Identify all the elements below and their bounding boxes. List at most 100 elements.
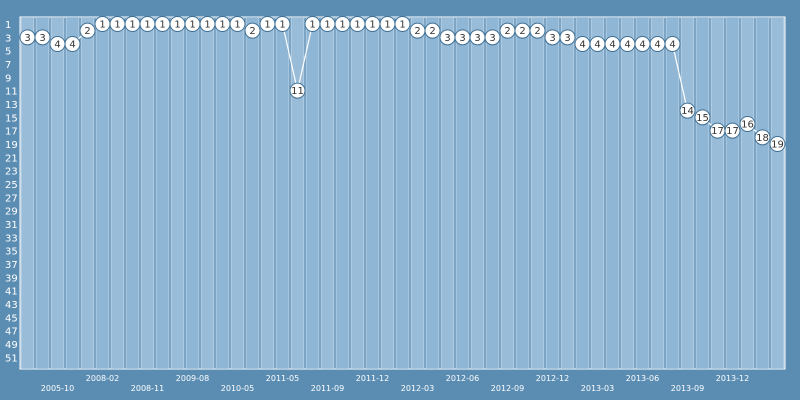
data-label: 1 — [219, 20, 225, 31]
data-label: 4 — [69, 40, 75, 51]
column-band — [575, 16, 590, 370]
column-band — [710, 16, 725, 370]
column-band — [170, 16, 185, 370]
x-tick-label: 2011-05 — [266, 374, 299, 383]
column-band — [290, 16, 305, 370]
data-label: 1 — [159, 20, 165, 31]
column-band — [470, 16, 485, 370]
data-label: 3 — [444, 33, 450, 44]
data-label: 1 — [264, 20, 270, 31]
data-label: 15 — [696, 113, 709, 124]
column-band — [650, 16, 665, 370]
column-band — [560, 16, 575, 370]
column-band — [305, 16, 320, 370]
x-tick-label: 2011-12 — [356, 374, 389, 383]
data-point — [274, 16, 291, 32]
column-band — [485, 16, 500, 370]
data-point — [529, 22, 546, 39]
data-point — [664, 36, 681, 52]
data-point — [754, 129, 771, 146]
data-label: 3 — [24, 33, 30, 44]
data-label: 1 — [189, 20, 195, 31]
column-band — [590, 16, 605, 370]
data-point — [79, 22, 96, 39]
data-label: 3 — [564, 33, 570, 44]
y-tick-label: 23 — [5, 167, 18, 178]
x-tick-label: 2012-03 — [401, 384, 434, 393]
column-band — [20, 16, 35, 370]
column-band — [80, 16, 95, 370]
x-tick-label: 2013-12 — [716, 374, 749, 383]
data-point — [724, 122, 741, 139]
column-band — [410, 16, 425, 370]
data-label: 4 — [594, 40, 600, 51]
column-band — [500, 16, 515, 370]
x-tick-label: 2012-12 — [536, 374, 569, 383]
y-tick-label: 47 — [5, 327, 18, 338]
data-point — [739, 116, 756, 132]
column-band — [200, 16, 215, 370]
data-label: 1 — [204, 20, 210, 31]
data-point — [244, 22, 261, 39]
y-tick-label: 3 — [5, 33, 11, 44]
column-band — [665, 16, 680, 370]
data-label: 11 — [291, 86, 304, 97]
column-band — [740, 16, 755, 370]
data-point — [289, 82, 306, 99]
x-tick-label: 2012-06 — [446, 374, 479, 383]
data-label: 1 — [354, 20, 360, 31]
column-band — [755, 16, 770, 370]
data-label: 1 — [114, 20, 120, 31]
data-point — [679, 102, 696, 119]
column-band — [155, 16, 170, 370]
column-band — [365, 16, 380, 370]
column-band — [620, 16, 635, 370]
x-tick-label: 2008-02 — [86, 374, 119, 383]
data-label: 4 — [624, 40, 630, 51]
column-band — [110, 16, 125, 370]
column-band — [530, 16, 545, 370]
y-tick-label: 11 — [5, 87, 18, 98]
data-label: 14 — [681, 106, 694, 117]
y-tick-label: 45 — [5, 313, 18, 324]
data-label: 1 — [339, 20, 345, 31]
y-tick-label: 37 — [5, 260, 18, 271]
column-band — [770, 16, 785, 370]
data-label: 19 — [771, 140, 784, 151]
y-tick-label: 25 — [5, 180, 18, 191]
y-tick-label: 21 — [5, 153, 18, 164]
data-label: 3 — [39, 33, 45, 44]
data-label: 3 — [549, 33, 555, 44]
y-tick-label: 29 — [5, 207, 18, 218]
y-tick-label: 13 — [5, 100, 18, 111]
y-tick-label: 1 — [5, 20, 11, 31]
data-point — [64, 36, 81, 52]
data-label: 1 — [324, 20, 330, 31]
data-point — [484, 29, 501, 46]
data-label: 3 — [489, 33, 495, 44]
y-tick-label: 39 — [5, 273, 18, 284]
column-band — [455, 16, 470, 370]
column-band — [515, 16, 530, 370]
column-band — [140, 16, 155, 370]
data-point — [769, 136, 786, 152]
data-label: 1 — [399, 20, 405, 31]
data-label: 2 — [249, 26, 255, 37]
data-label: 4 — [639, 40, 645, 51]
y-tick-label: 17 — [5, 127, 18, 138]
column-band — [95, 16, 110, 370]
column-band — [215, 16, 230, 370]
data-label: 4 — [669, 40, 675, 51]
column-band — [65, 16, 80, 370]
data-label: 3 — [459, 33, 465, 44]
y-tick-label: 15 — [5, 113, 18, 124]
data-label: 1 — [384, 20, 390, 31]
x-tick-label: 2013-03 — [581, 384, 614, 393]
x-tick-label: 2008-11 — [131, 384, 164, 393]
column-band — [245, 16, 260, 370]
column-band — [680, 16, 695, 370]
y-tick-label: 41 — [5, 287, 18, 298]
column-band — [335, 16, 350, 370]
y-tick-label: 33 — [5, 233, 18, 244]
column-band — [185, 16, 200, 370]
